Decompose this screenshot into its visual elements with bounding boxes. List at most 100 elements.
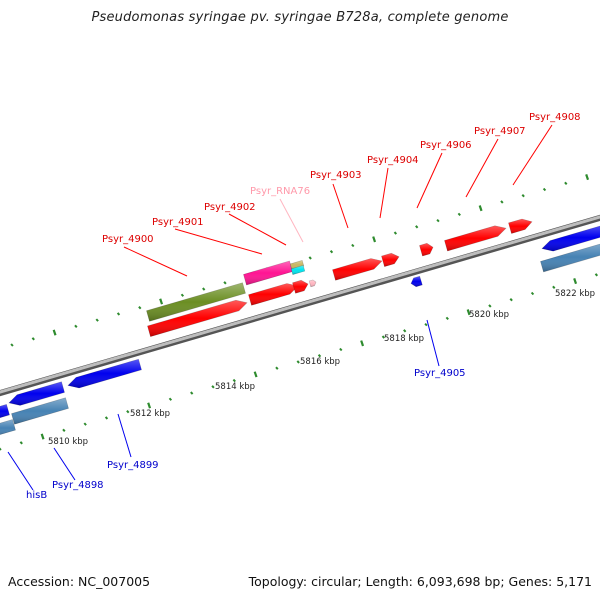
genome-title: Pseudomonas syringae pv. syringae B728a,… xyxy=(0,10,600,25)
gene-steelblue-b xyxy=(0,420,16,437)
tick-minor xyxy=(276,367,278,369)
gene-label-psyr-4906[interactable]: Psyr_4906 xyxy=(420,140,472,151)
gene-label-psyr-4905[interactable]: Psyr_4905 xyxy=(414,368,466,379)
tick-major xyxy=(373,237,375,242)
gene-psyr-4905-shade xyxy=(411,276,422,287)
gene-label-psyr-4898[interactable]: Psyr_4898 xyxy=(52,480,104,491)
tick-minor xyxy=(170,398,172,400)
gene-hisb-shade xyxy=(0,404,10,417)
tick-minor xyxy=(63,429,65,431)
gene-psyr-4905 xyxy=(411,276,422,287)
tick-minor xyxy=(404,330,406,332)
tick-major xyxy=(255,372,257,377)
gene-red-small xyxy=(293,280,309,293)
tick-minor xyxy=(309,257,311,259)
tick-minor xyxy=(352,244,354,246)
scale-label: 5810 kbp xyxy=(48,437,88,447)
tick-minor xyxy=(331,251,333,253)
tick-minor xyxy=(139,307,141,309)
gene-psyr-rna76 xyxy=(309,280,316,287)
gene-label-psyr-4899[interactable]: Psyr_4899 xyxy=(107,460,159,471)
gene-psyr-4902 xyxy=(249,284,299,306)
gene-label-psyr-4901[interactable]: Psyr_4901 xyxy=(152,217,204,228)
tick-minor xyxy=(84,423,86,425)
leader-line xyxy=(118,414,131,457)
gene-label-hisb[interactable]: hisB xyxy=(26,490,47,501)
gene-label-psyr-4908[interactable]: Psyr_4908 xyxy=(529,112,581,123)
tick-minor xyxy=(127,411,129,413)
tick-minor xyxy=(565,182,567,184)
gene-psyr-4908 xyxy=(509,219,533,234)
leader-line xyxy=(229,214,286,245)
tick-major xyxy=(160,299,162,304)
gene-label-psyr-4903[interactable]: Psyr_4903 xyxy=(310,170,362,181)
gene-psyr-4903-shade xyxy=(333,259,383,281)
gene-features xyxy=(0,219,600,437)
genome-summary-text: Topology: circular; Length: 6,093,698 bp… xyxy=(249,574,592,589)
gene-psyr-4904 xyxy=(382,253,400,266)
leader-line xyxy=(54,448,75,480)
tick-minor xyxy=(203,288,205,290)
gene-psyr-4903 xyxy=(333,259,383,281)
tick-minor xyxy=(510,299,512,301)
genome-backbone xyxy=(0,214,600,396)
gene-label-psyr-rna76[interactable]: Psyr_RNA76 xyxy=(250,186,310,197)
scale-label: 5814 kbp xyxy=(215,382,255,392)
tick-minor xyxy=(118,313,120,315)
scale-ticks-lower xyxy=(0,274,597,450)
tick-major xyxy=(361,341,363,346)
tick-minor xyxy=(182,294,184,296)
tick-minor xyxy=(96,319,98,321)
tick-minor xyxy=(106,417,108,419)
tick-minor xyxy=(458,213,460,215)
tick-minor xyxy=(191,392,193,394)
upper-gene-labels: Psyr_4900 Psyr_4901 Psyr_4902 Psyr_RNA76… xyxy=(102,112,581,245)
leader-line xyxy=(124,247,187,276)
leader-line xyxy=(8,452,33,490)
scale-ticks-upper xyxy=(11,174,588,346)
scale-label: 5820 kbp xyxy=(469,310,509,320)
tick-minor xyxy=(11,344,13,346)
leader-line xyxy=(175,229,262,254)
scale-label: 5816 kbp xyxy=(300,357,340,367)
tick-minor xyxy=(522,195,524,197)
gene-label-psyr-4907[interactable]: Psyr_4907 xyxy=(474,126,526,137)
tick-minor xyxy=(297,361,299,363)
gene-label-psyr-4904[interactable]: Psyr_4904 xyxy=(367,155,419,166)
tick-minor xyxy=(224,282,226,284)
tick-minor xyxy=(437,220,439,222)
scale-label: 5812 kbp xyxy=(130,409,170,419)
tick-minor xyxy=(0,448,1,450)
tick-minor xyxy=(544,189,546,191)
tick-major xyxy=(586,174,588,179)
gene-psyr-4908-shade xyxy=(509,219,533,234)
gene-psyr-4906 xyxy=(420,243,434,256)
tick-minor xyxy=(501,201,503,203)
gene-label-psyr-4902[interactable]: Psyr_4902 xyxy=(204,202,256,213)
tick-minor xyxy=(340,348,342,350)
leader-line xyxy=(380,168,388,218)
tick-minor xyxy=(489,305,491,307)
tick-major xyxy=(574,278,576,283)
tick-minor xyxy=(553,286,555,288)
tick-minor xyxy=(212,386,214,388)
tick-minor xyxy=(446,317,448,319)
tick-minor xyxy=(75,325,77,327)
leader-line xyxy=(280,199,303,242)
tick-minor xyxy=(395,232,397,234)
gene-label-psyr-4900[interactable]: Psyr_4900 xyxy=(102,234,154,245)
label-leader-lines xyxy=(8,125,552,490)
scale-label: 5822 kbp xyxy=(555,289,595,299)
tick-major xyxy=(42,434,44,439)
scale-label: 5818 kbp xyxy=(384,334,424,344)
gene-hisb xyxy=(0,404,10,417)
gene-psyr-4906-shade xyxy=(420,243,434,256)
tick-major xyxy=(148,403,150,408)
tick-minor xyxy=(532,293,534,295)
leader-line xyxy=(427,320,439,366)
gene-psyr-4901-shade xyxy=(244,261,293,285)
accession-text: Accession: NC_007005 xyxy=(8,574,150,589)
leader-line xyxy=(333,184,348,228)
